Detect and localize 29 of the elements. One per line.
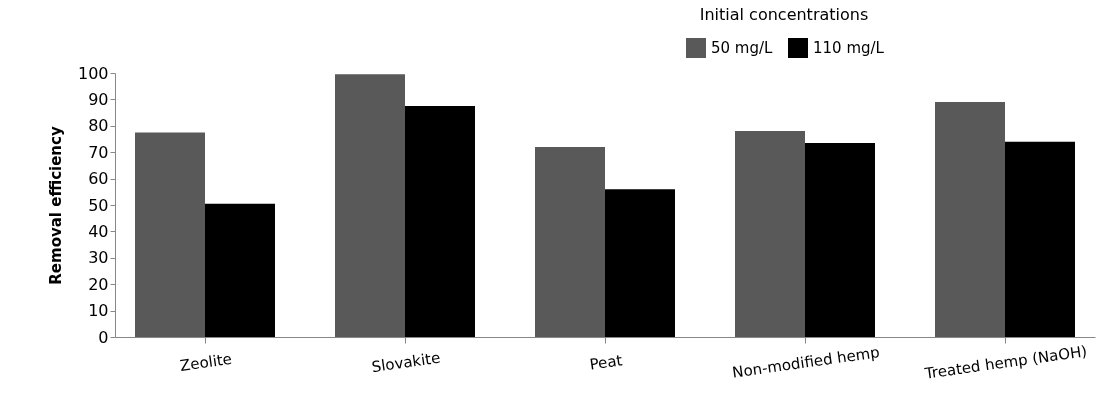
bar [1005,141,1075,337]
bar [605,189,675,337]
y-tick-label: 40 [88,221,109,241]
bar [935,102,1005,337]
x-tick-label: Slovakite [370,348,442,377]
y-tick-label: 70 [88,142,109,162]
bar [735,131,805,337]
y-axis-title: Removal efficiency [46,126,65,285]
bar [805,142,875,337]
y-tick-label: 20 [88,274,109,294]
x-tick-label: Treated hemp (NaOH) [922,342,1089,383]
y-tick-label: 50 [88,195,109,215]
y-tick-label: 30 [88,248,109,268]
x-tick-label: Zeolite [178,349,234,375]
y-tick-label: 100 [77,63,109,83]
legend-label: 110 mg/L [813,39,885,57]
bar [135,132,205,337]
bar [535,146,605,337]
bar [405,106,475,337]
y-tick-label: 80 [88,116,109,136]
y-tick-label: 90 [88,89,109,109]
legend-label: 50 mg/L [711,39,774,57]
x-tick-label: Peat [588,351,624,374]
y-tick-label: 10 [88,301,109,321]
bar [205,203,275,337]
y-tick-label: 60 [88,169,109,189]
y-tick-label: 0 [98,327,109,347]
legend-title: Initial concentrations [699,5,869,24]
bar [335,74,405,337]
